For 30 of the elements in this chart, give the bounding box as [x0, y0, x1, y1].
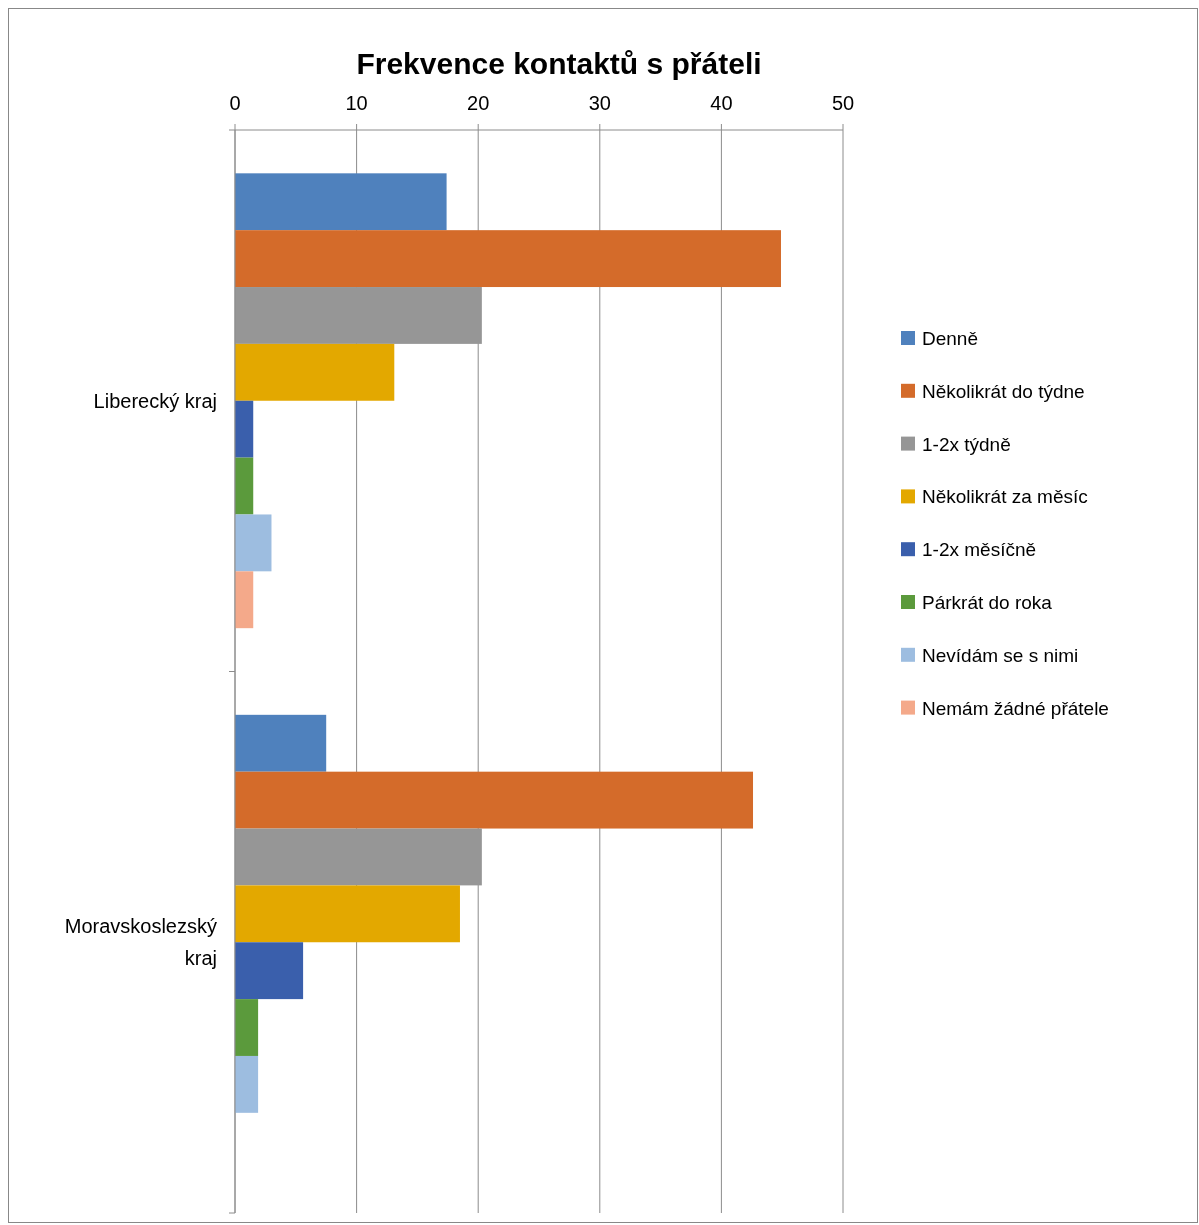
- legend-label: Párkrát do roka: [922, 592, 1053, 613]
- legend-label: 1-2x měsíčně: [922, 539, 1037, 561]
- x-tick-label: 30: [588, 92, 611, 114]
- x-tick-label: 0: [229, 92, 241, 114]
- y-tick-label: Liberecký kraj: [93, 389, 217, 412]
- legend-label: Denně: [922, 328, 978, 349]
- bar: [235, 457, 254, 515]
- x-tick-label: 10: [345, 92, 368, 114]
- bar: [235, 173, 447, 231]
- bar: [235, 885, 460, 943]
- bar: [235, 400, 254, 458]
- y-tick-label: Moravskoslezský kraj: [64, 915, 217, 970]
- bar: [235, 343, 395, 401]
- bar: [235, 714, 327, 772]
- legend-label: Nevídám se s nimi: [922, 644, 1079, 666]
- bar: [235, 1055, 259, 1113]
- bar: [235, 942, 304, 1000]
- bar: [235, 230, 781, 288]
- bar: [235, 571, 254, 629]
- legend-label: 1-2x týdně: [922, 433, 1011, 455]
- bar: [235, 771, 754, 829]
- legend-label: Několikrát do týdne: [922, 380, 1085, 402]
- x-tick-label: 50: [831, 92, 855, 114]
- legend-label: Několikrát za měsíc: [922, 486, 1088, 508]
- x-tick-label: 40: [710, 92, 733, 114]
- bar: [235, 514, 272, 572]
- legend-label: Nemám žádné přátele: [922, 697, 1109, 719]
- chart-title: Frekvence kontaktů s přáteli: [356, 47, 762, 80]
- x-tick-label: 20: [467, 92, 490, 114]
- bar: [235, 999, 259, 1056]
